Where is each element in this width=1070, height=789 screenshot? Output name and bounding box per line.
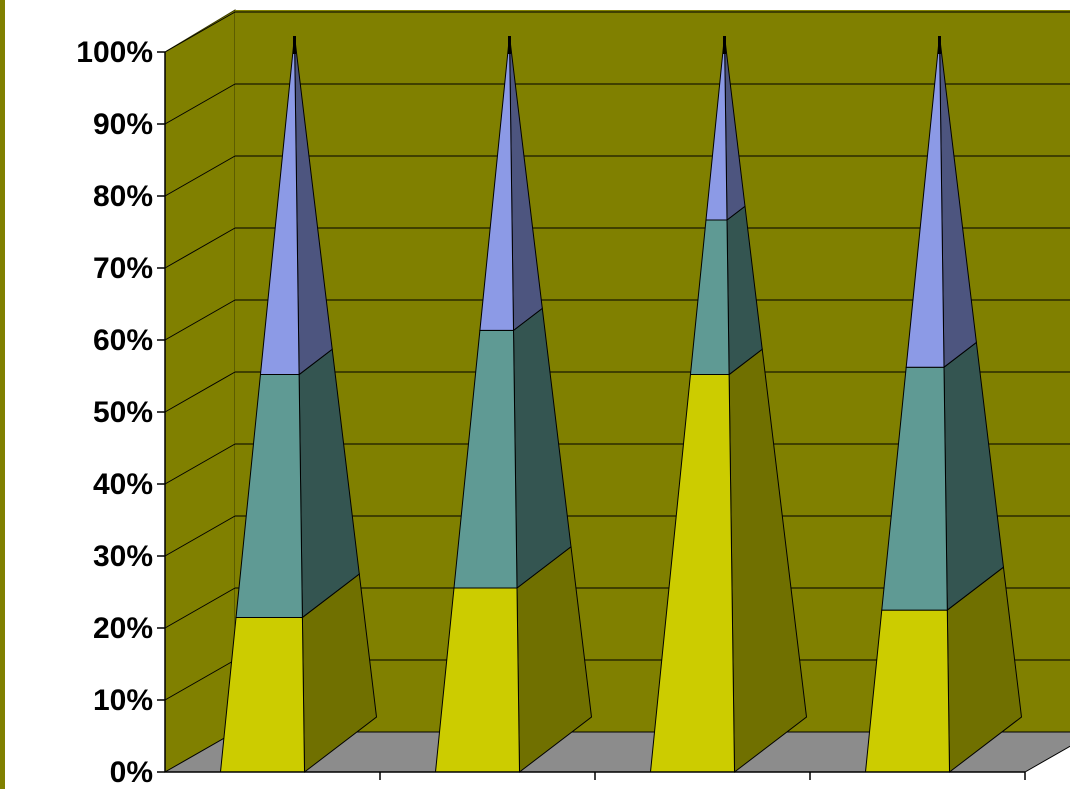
y-tick-label: 40% <box>93 468 153 501</box>
y-tick-label: 90% <box>93 108 153 141</box>
gridline-side <box>164 587 236 629</box>
pyramid-front-segment <box>705 35 728 221</box>
gridline-side <box>164 515 236 557</box>
y-tick-label: 80% <box>93 180 153 213</box>
y-tick-label: 20% <box>93 612 153 645</box>
gridline-side <box>164 227 236 269</box>
y-tick-label: 0% <box>110 756 153 789</box>
gridline-side <box>164 299 236 341</box>
gridline-side <box>164 443 236 485</box>
gridline-side <box>164 83 236 125</box>
pyramid-front-segment <box>479 35 515 331</box>
gridline-side <box>164 371 236 413</box>
gridline-side <box>164 11 236 53</box>
side-wall <box>164 9 236 773</box>
y-tick-label: 70% <box>93 252 153 285</box>
gridline-side <box>164 659 236 701</box>
pyramid-front-segment <box>905 35 945 368</box>
y-tick-label: 30% <box>93 540 153 573</box>
left-border-strip <box>0 0 5 789</box>
pyramid-front-segment <box>259 35 300 376</box>
y-tick-label: 10% <box>93 684 153 717</box>
y-tick-label: 50% <box>93 396 153 429</box>
y-tick-label: 60% <box>93 324 153 357</box>
gridline-side <box>164 155 236 197</box>
y-tick-label: 100% <box>76 36 153 69</box>
